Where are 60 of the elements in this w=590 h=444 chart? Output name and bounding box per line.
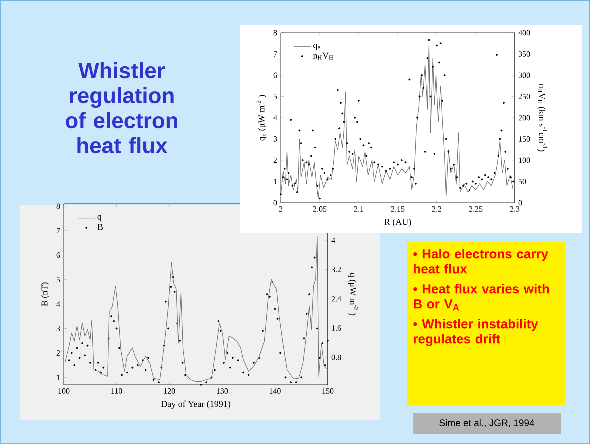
y2-tick-label: 0 — [518, 200, 522, 206]
y2-tick-label: 50 — [519, 179, 526, 184]
y-tick-label: 3 — [56, 326, 60, 332]
y-tick-label: 1 — [57, 375, 60, 380]
y-axis-title: q$_{e}$ (μW m$^{-2}$ ) — [256, 95, 267, 141]
y-tick-label: 5 — [274, 94, 278, 100]
x-tick-label: 2.3 — [510, 206, 520, 212]
y-tick-label: 7 — [57, 228, 60, 234]
y2-tick-label: 1.6 — [332, 326, 342, 332]
y2-axis-title: q (μW m$^{-2}$ ) — [348, 273, 358, 316]
legend-label: q$_{e}$ — [314, 44, 320, 50]
x-tick-label: 110 — [112, 388, 122, 394]
y-axis-title: B (nT) — [41, 282, 50, 306]
x-tick-label: 2.05 — [313, 206, 327, 212]
text: Sime et al., JGR, 1994 — [440, 419, 534, 428]
x-tick-label: 2.25 — [469, 206, 483, 212]
y2-tick-label: 150 — [519, 136, 530, 142]
y-tick-label: 2 — [56, 350, 60, 356]
text: • Halo electrons carry heat flux — [414, 249, 548, 274]
y-tick-label: 7 — [274, 52, 278, 57]
legend-label: B — [98, 224, 104, 230]
y-tick-label: 6 — [274, 72, 278, 78]
x-tick-label: 2.2 — [432, 206, 442, 212]
y-tick-label: 5 — [56, 277, 60, 282]
y-tick-label: 4 — [274, 115, 278, 121]
line-series — [64, 236, 328, 382]
y2-tick-label: 400 — [518, 30, 530, 36]
x-axis-title: R (AU) — [384, 218, 412, 227]
y-tick-label: 6 — [56, 252, 60, 258]
y-tick-label: 3 — [274, 136, 278, 142]
text: n$_{H}$V$_{H}$ (km s$^{-1}$cm$^{-3}$) — [537, 84, 548, 152]
y2-tick-label: 300 — [518, 72, 530, 78]
y-tick-label: 0 — [274, 200, 278, 206]
y2-tick-label: 4 — [332, 238, 336, 244]
y2-tick-label: 3.2 — [332, 267, 342, 273]
y-tick-label: 1 — [274, 179, 277, 184]
y2-tick-label: 200 — [518, 115, 530, 121]
x-tick-label: 140 — [270, 388, 281, 394]
legend-label: n$_{H}$V$_{H}$ — [313, 52, 334, 60]
y2-tick-label: 250 — [518, 94, 530, 100]
legend-label: q — [98, 215, 102, 222]
x-tick-label: 150 — [322, 388, 334, 394]
x-tick-label: 2 — [279, 206, 283, 212]
text: Whistler regulation of electron heat flux — [66, 62, 178, 154]
x-tick-label: 100 — [58, 388, 70, 394]
y2-tick-label: 2.4 — [332, 296, 342, 302]
x-axis-title: Day of Year (1991) — [161, 400, 231, 410]
x-tick-label: 2.15 — [391, 206, 405, 212]
y-tick-label: 4 — [56, 302, 60, 307]
x-tick-label: 120 — [164, 388, 176, 394]
y-tick-label: 8 — [274, 30, 278, 36]
y-tick-label: 2 — [274, 158, 278, 164]
y2-tick-label: 350 — [518, 52, 530, 57]
x-tick-label: 130 — [217, 388, 228, 394]
y-tick-label: 8 — [56, 204, 60, 210]
text: • Whistler instability regulates drift — [414, 319, 538, 346]
text: • Heat flux varies with B or V$_{A}$ — [414, 284, 550, 311]
y2-tick-label: 100 — [519, 158, 530, 164]
y2-tick-label: 0.8 — [332, 354, 342, 360]
x-tick-label: 2.1 — [354, 206, 364, 212]
